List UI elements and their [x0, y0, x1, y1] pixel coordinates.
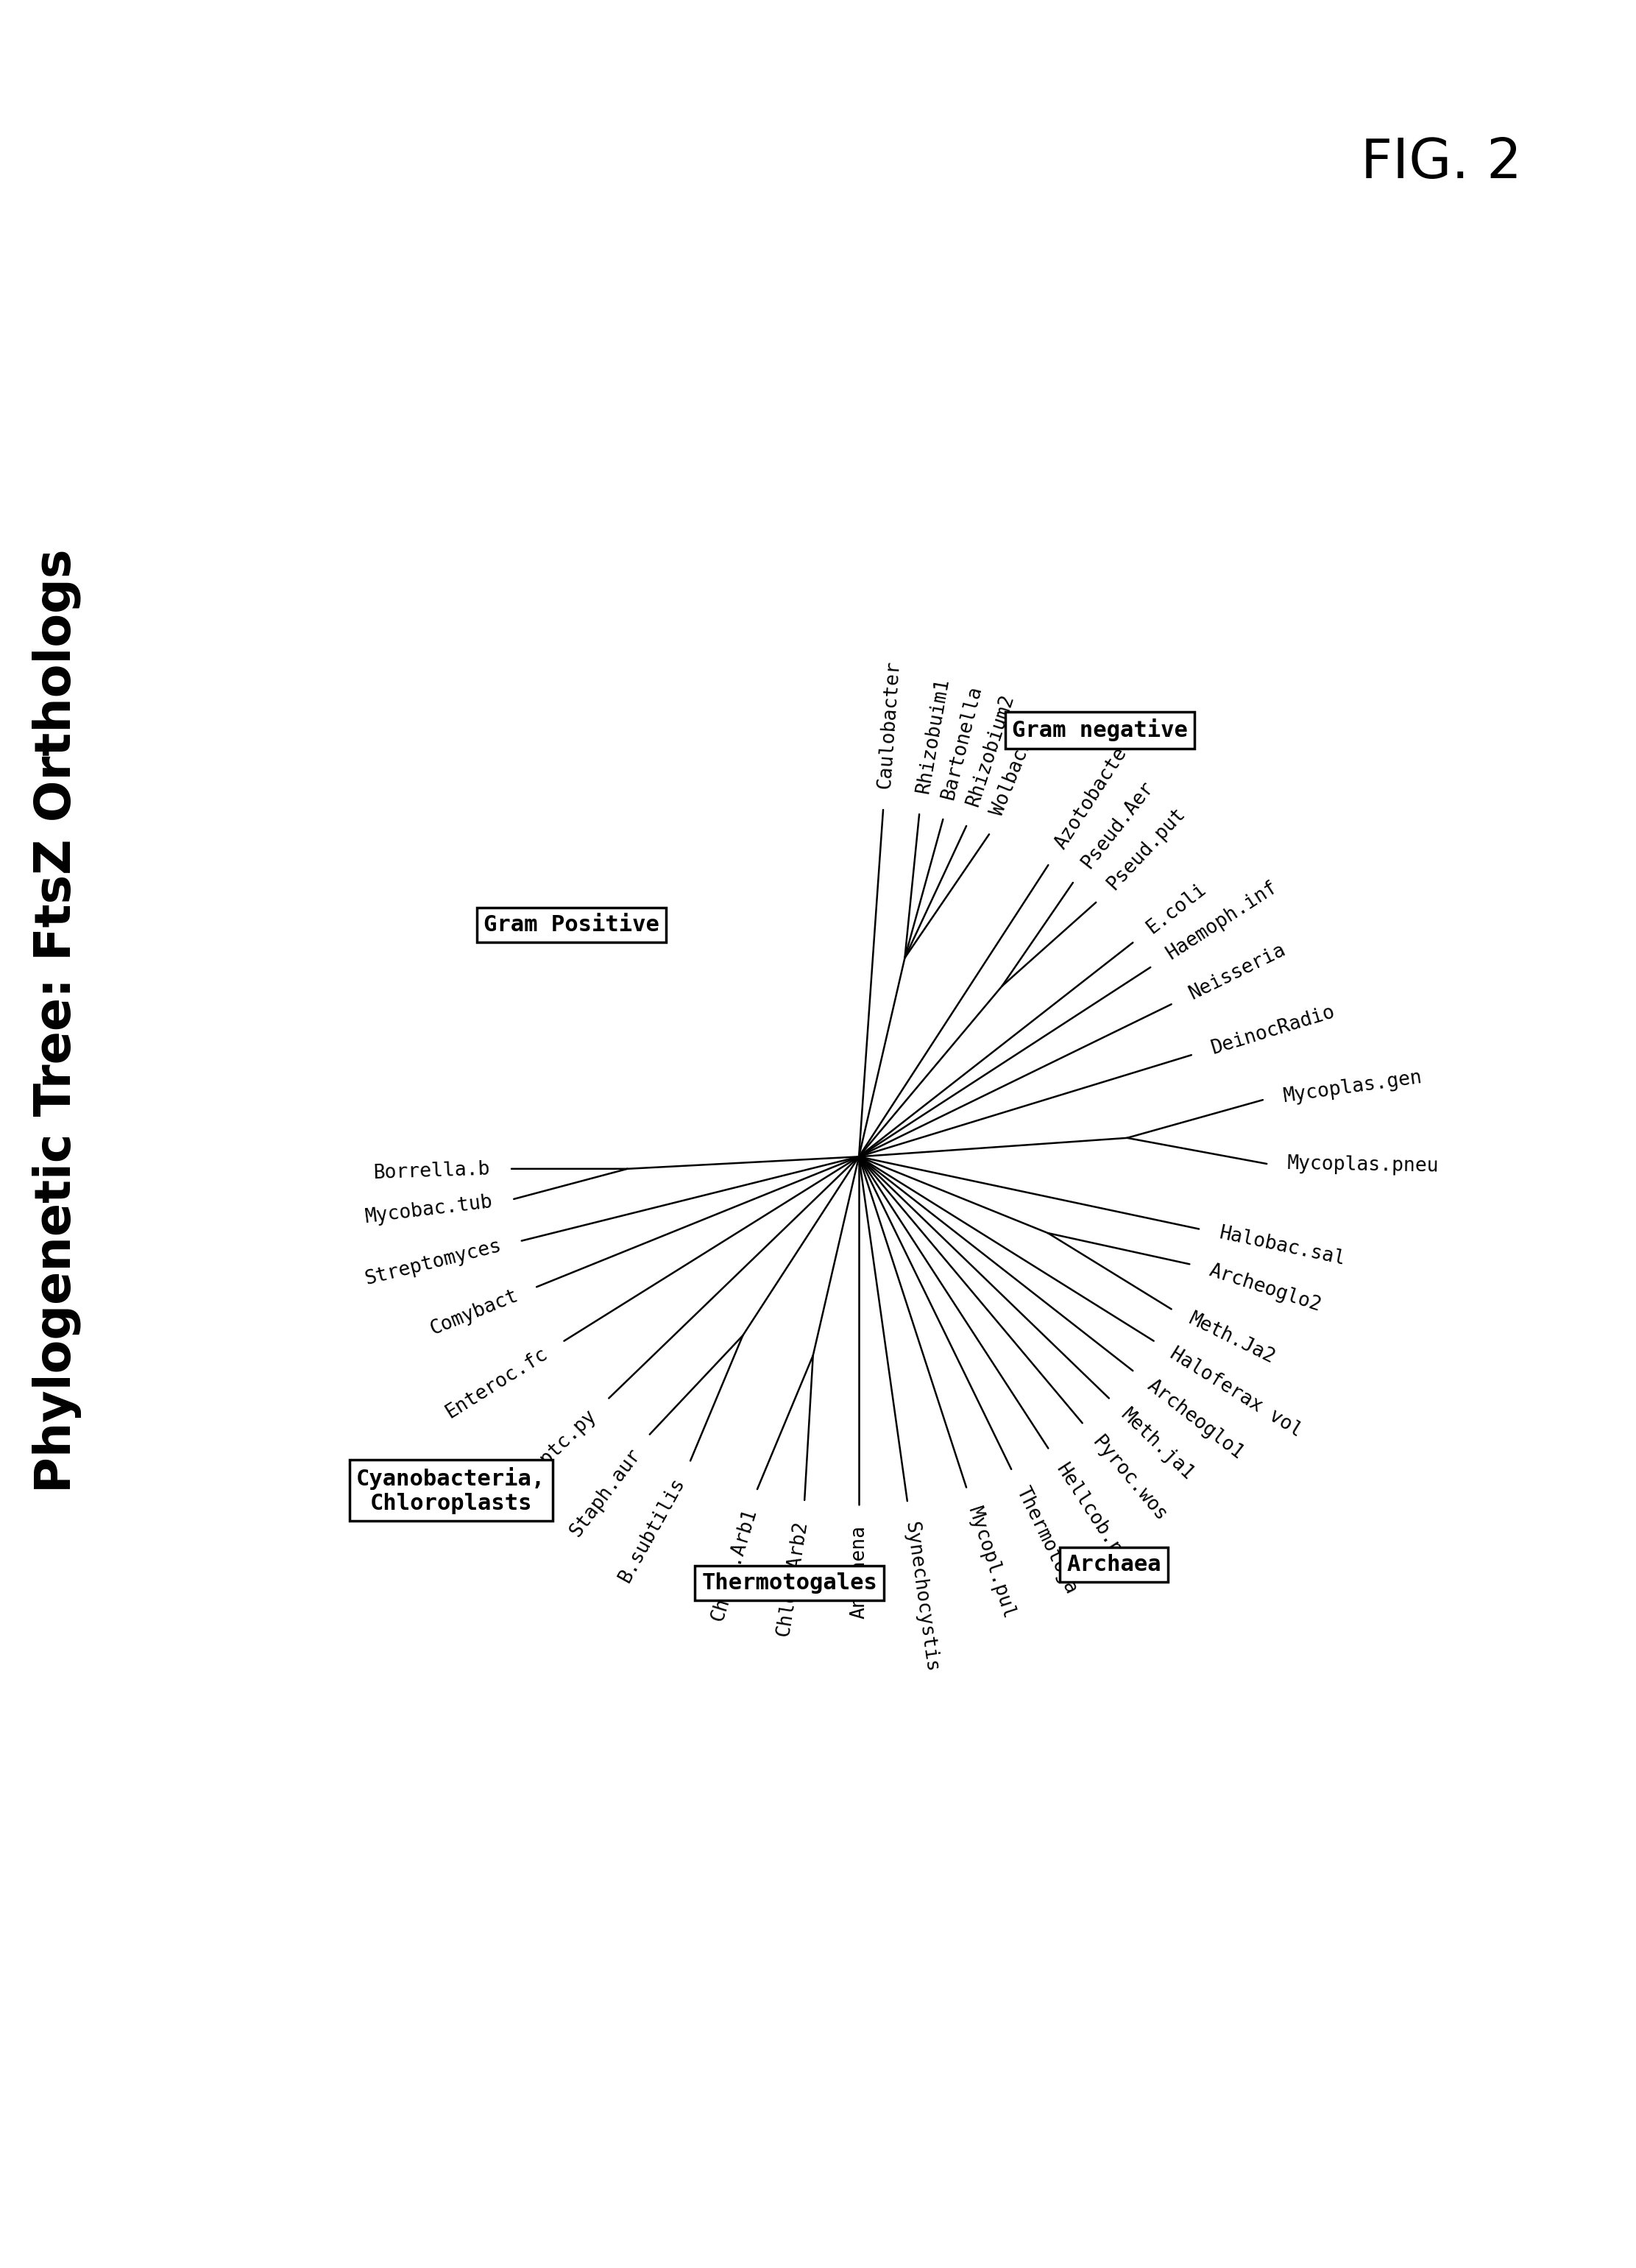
Text: Haemoph.inf: Haemoph.inf — [1163, 878, 1281, 964]
Text: Rhizobium2: Rhizobium2 — [964, 692, 1018, 810]
Text: Cyanobacteria,
Chloroplasts: Cyanobacteria, Chloroplasts — [357, 1467, 546, 1515]
Text: Azotobacter: Azotobacter — [1052, 735, 1137, 853]
Text: Gram Positive: Gram Positive — [484, 914, 659, 934]
Text: Meth.ja1: Meth.ja1 — [1117, 1406, 1198, 1486]
Text: E.coli: E.coli — [1144, 880, 1211, 937]
Text: Thermotoga: Thermotoga — [1011, 1483, 1080, 1597]
Text: Archaea: Archaea — [1067, 1554, 1162, 1576]
Text: Archeoglo2: Archeoglo2 — [1206, 1261, 1324, 1315]
Text: Mycoplas.gen: Mycoplas.gen — [1283, 1068, 1423, 1107]
Text: Meth.Ja2: Meth.Ja2 — [1186, 1309, 1278, 1368]
Text: Mycobac.tub: Mycobac.tub — [365, 1193, 494, 1227]
Text: Staph.aur: Staph.aur — [566, 1445, 645, 1540]
Text: Rhizobuim1: Rhizobuim1 — [913, 676, 952, 796]
Text: Wolbachia: Wolbachia — [988, 714, 1045, 819]
Text: Gram negative: Gram negative — [1013, 719, 1188, 742]
Text: Enteroc.fc: Enteroc.fc — [442, 1345, 551, 1422]
Text: Chlor.Arb1: Chlor.Arb1 — [708, 1506, 761, 1624]
Text: DeinocRadio: DeinocRadio — [1209, 1002, 1337, 1059]
Text: Hellcob.pyl: Hellcob.pyl — [1052, 1461, 1137, 1579]
Text: Pseud.put: Pseud.put — [1103, 803, 1189, 894]
Text: Streptc.py: Streptc.py — [504, 1406, 600, 1501]
Text: Phylogenetic Tree: FtsZ Orthologs: Phylogenetic Tree: FtsZ Orthologs — [33, 549, 82, 1492]
Text: Bartonella: Bartonella — [939, 683, 985, 801]
Text: Haloferax vol: Haloferax vol — [1166, 1345, 1306, 1440]
Text: B.subtilis: B.subtilis — [615, 1474, 689, 1585]
Text: Thermotogales: Thermotogales — [702, 1572, 877, 1594]
Text: Streptomyces: Streptomyces — [363, 1236, 504, 1288]
Text: Archeoglo1: Archeoglo1 — [1144, 1377, 1247, 1463]
Text: Synechocystis: Synechocystis — [901, 1520, 941, 1674]
Text: Chlor.Arb2: Chlor.Arb2 — [774, 1520, 811, 1637]
Text: FIG. 2: FIG. 2 — [1361, 136, 1521, 191]
Text: Pyroc.wos: Pyroc.wos — [1088, 1433, 1171, 1526]
Text: Caulobacter: Caulobacter — [875, 660, 903, 789]
Text: Mycoplas.pneu: Mycoplas.pneu — [1288, 1154, 1440, 1177]
Text: Borrella.b: Borrella.b — [373, 1159, 491, 1184]
Text: Anabaena: Anabaena — [849, 1526, 869, 1619]
Text: Halobac.sal: Halobac.sal — [1217, 1225, 1346, 1270]
Text: Mycopl.pul: Mycopl.pul — [964, 1504, 1018, 1622]
Text: Neisseria: Neisseria — [1186, 941, 1289, 1005]
Text: Comybact: Comybact — [427, 1286, 520, 1338]
Text: Pseud.Aer: Pseud.Aer — [1078, 778, 1158, 873]
